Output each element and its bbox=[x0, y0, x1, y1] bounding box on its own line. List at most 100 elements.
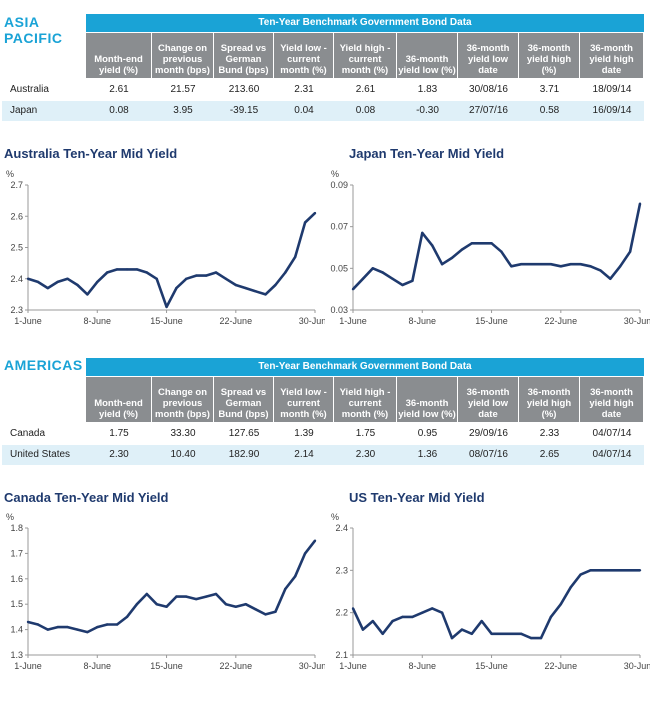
x-tick-label: 22-June bbox=[545, 661, 578, 671]
data-point bbox=[86, 293, 89, 296]
series-line bbox=[27, 212, 316, 309]
data-point bbox=[599, 569, 602, 572]
y-axis-unit: % bbox=[6, 169, 14, 179]
data-point bbox=[204, 274, 208, 277]
y-tick-label: 2.3 bbox=[335, 565, 348, 575]
series-line bbox=[27, 539, 317, 634]
data-point bbox=[96, 280, 99, 284]
y-tick-label: 1.4 bbox=[10, 625, 23, 635]
data-point bbox=[559, 265, 562, 268]
data-point bbox=[145, 592, 148, 596]
x-tick-label: 8-June bbox=[409, 316, 437, 326]
table-cell: 1.75 bbox=[109, 428, 129, 439]
data-point bbox=[313, 539, 317, 542]
data-point bbox=[155, 277, 158, 280]
data-point bbox=[234, 605, 237, 608]
data-point bbox=[490, 632, 493, 635]
table-cell: 08/07/16 bbox=[469, 449, 508, 460]
table-cell: 04/07/14 bbox=[592, 449, 632, 460]
table-cell: 30/08/16 bbox=[469, 84, 508, 95]
data-point bbox=[450, 256, 454, 260]
data-point bbox=[303, 221, 307, 224]
table-cell: 2.33 bbox=[539, 428, 560, 439]
x-tick-label: 1-June bbox=[14, 316, 42, 326]
table-cell: 2.65 bbox=[539, 449, 560, 460]
x-tick-label: 15-June bbox=[150, 661, 183, 671]
x-tick-label: 1-June bbox=[339, 316, 367, 326]
column-header: 36-month yield low date bbox=[458, 377, 518, 422]
data-point bbox=[264, 613, 267, 616]
data-point bbox=[76, 628, 79, 631]
column-header: Change on previous month (bps) bbox=[152, 33, 213, 78]
data-point bbox=[599, 269, 602, 272]
table-cell: 3.95 bbox=[173, 105, 193, 116]
data-point bbox=[539, 636, 543, 640]
data-point bbox=[401, 615, 404, 619]
x-tick-label: 8-June bbox=[409, 661, 437, 671]
data-point bbox=[579, 573, 582, 576]
row-label: Japan bbox=[10, 105, 38, 116]
data-point bbox=[539, 263, 543, 266]
data-point bbox=[36, 623, 40, 626]
data-point bbox=[46, 628, 49, 631]
x-tick-label: 22-June bbox=[220, 661, 253, 671]
region-title-asia-pacific: ASIA PACIFIC bbox=[4, 14, 63, 46]
table-cell: 04/07/14 bbox=[592, 428, 632, 439]
x-tick-label: 30-June bbox=[624, 316, 650, 326]
data-point bbox=[371, 267, 374, 270]
data-point bbox=[421, 611, 424, 614]
data-point bbox=[391, 277, 394, 280]
data-point bbox=[351, 288, 355, 291]
y-tick-label: 2.4 bbox=[10, 274, 23, 284]
data-point bbox=[549, 615, 553, 619]
table-row: Japan 0.08 3.95 -39.15 0.04 0.08 -0.30 27/07/16… bbox=[2, 101, 644, 121]
row-label: United States bbox=[10, 449, 71, 460]
data-point bbox=[204, 595, 208, 598]
data-point bbox=[529, 636, 533, 640]
column-header: Month-end yield (%) bbox=[86, 377, 151, 422]
line-chart-japan: %0.09 0.07 0.05 0.031-June 8-June 15-June 22-J… bbox=[330, 169, 650, 326]
data-point bbox=[96, 625, 99, 629]
data-point bbox=[401, 283, 404, 287]
column-header: Yield low - current month (%) bbox=[274, 33, 333, 78]
chart-title-japan: Japan Ten-Year Mid Yield bbox=[349, 146, 505, 161]
data-point bbox=[470, 632, 473, 635]
column-header: 36-month yield high date bbox=[580, 33, 643, 78]
column-header: 36-month yield low (%) bbox=[397, 377, 457, 422]
data-point bbox=[609, 569, 612, 572]
column-header: Spread vs German Bund (bps) bbox=[214, 33, 273, 78]
data-point bbox=[135, 603, 139, 606]
data-point bbox=[195, 597, 198, 601]
y-tick-label: 2.1 bbox=[335, 650, 348, 660]
x-tick-label: 15-June bbox=[150, 316, 183, 326]
table-row: Australia 2.61 21.57 213.60 2.31 2.61 1.83 30/0… bbox=[2, 80, 644, 100]
y-axis-unit: % bbox=[6, 512, 14, 522]
series-line bbox=[351, 568, 640, 640]
data-point bbox=[244, 286, 247, 290]
table-cell: 182.90 bbox=[228, 449, 260, 460]
data-point bbox=[303, 552, 307, 555]
column-header: Yield high - current month (%) bbox=[334, 33, 396, 78]
x-tick-label: 15-June bbox=[475, 661, 508, 671]
column-header: Month-end yield (%) bbox=[86, 33, 151, 78]
y-tick-label: 0.05 bbox=[330, 263, 348, 273]
data-point bbox=[638, 202, 642, 205]
column-header: 36-month yield low date bbox=[458, 33, 518, 78]
data-point bbox=[66, 625, 69, 629]
data-point bbox=[234, 283, 237, 287]
data-point bbox=[510, 265, 513, 268]
y-tick-label: 0.07 bbox=[330, 222, 348, 232]
data-point bbox=[609, 277, 612, 280]
data-point bbox=[165, 605, 168, 608]
data-point bbox=[115, 623, 119, 626]
data-point bbox=[480, 619, 483, 623]
data-point bbox=[135, 268, 139, 271]
data-point bbox=[520, 632, 523, 635]
bond-data-table-asia-pacific: Ten-Year Benchmark Government Bond Data … bbox=[2, 14, 644, 124]
table-title-bar: Ten-Year Benchmark Government Bond Data bbox=[86, 14, 644, 32]
data-point bbox=[510, 632, 513, 635]
data-point bbox=[26, 620, 30, 624]
y-tick-label: 1.8 bbox=[10, 523, 23, 533]
data-point bbox=[185, 277, 188, 280]
data-point bbox=[569, 586, 572, 589]
